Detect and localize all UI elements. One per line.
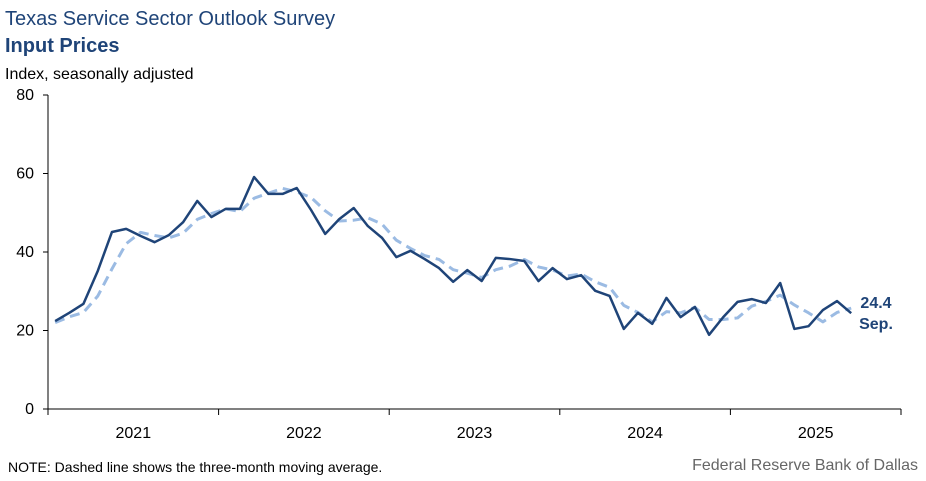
x-tick-label: 2025 <box>798 425 834 442</box>
end-value-label: 24.4 <box>860 295 891 312</box>
y-axis-label: Index, seasonally adjusted <box>5 66 194 83</box>
end-annotation: Sep. <box>859 316 893 333</box>
y-tick-label: 40 <box>16 244 34 261</box>
x-tick-label: 2022 <box>286 425 322 442</box>
x-tick-label: 2023 <box>457 425 493 442</box>
y-tick-label: 80 <box>16 87 34 104</box>
x-tick-label: 2024 <box>627 425 663 442</box>
chart-title: Texas Service Sector Outlook Survey <box>5 8 335 30</box>
note: NOTE: Dashed line shows the three-month … <box>8 459 382 475</box>
y-tick-label: 20 <box>16 323 34 340</box>
chart-subtitle: Input Prices <box>5 35 119 57</box>
x-tick-label: 2021 <box>116 425 152 442</box>
data-line <box>54 175 852 337</box>
source: Federal Reserve Bank of Dallas <box>692 457 918 474</box>
y-tick-label: 0 <box>25 401 34 418</box>
moving-average-line <box>54 186 852 325</box>
y-tick-label: 60 <box>16 166 34 183</box>
